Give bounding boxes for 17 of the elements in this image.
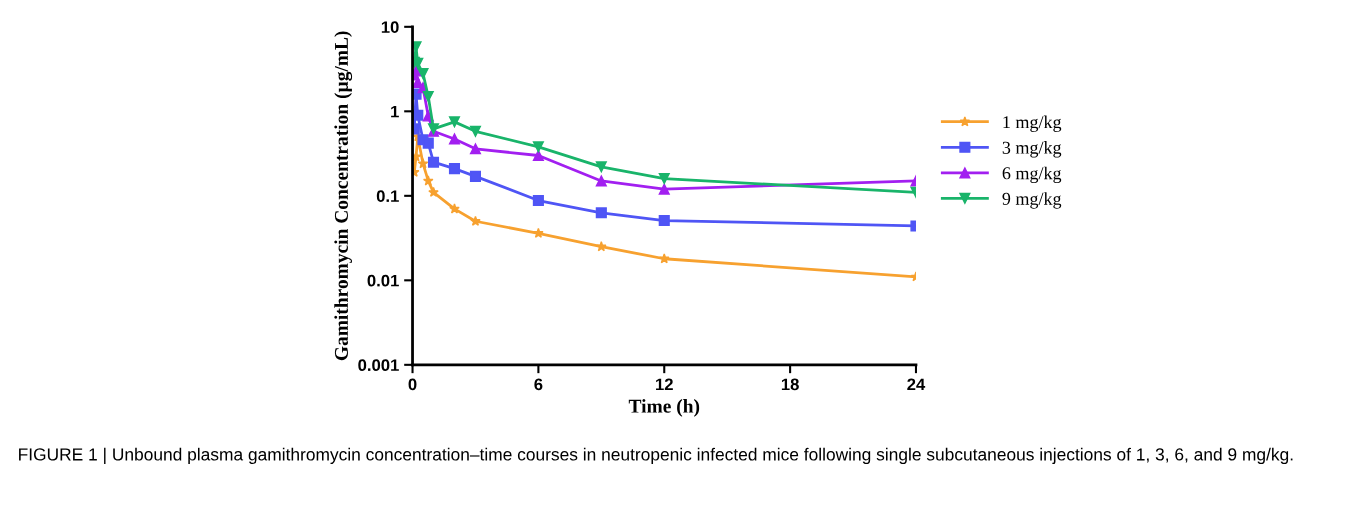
y-tick-label: 0.1 — [376, 190, 399, 203]
x-tick-label: 6 — [534, 378, 543, 391]
legend-label: 9 mg/kg — [1002, 192, 1062, 209]
y-axis-title: Gamithromycin Concentration (µg/mL) — [334, 31, 353, 361]
y-tick-label: 10 — [381, 21, 399, 34]
y-tick-label: 0.01 — [367, 274, 399, 287]
legend-label: 3 mg/kg — [1002, 141, 1062, 158]
y-tick-label: 1 — [391, 105, 399, 118]
legend-label: 6 mg/kg — [1002, 166, 1062, 184]
x-tick-label: 0 — [408, 378, 417, 391]
x-tick-label: 24 — [907, 378, 926, 391]
caption: FIGURE 1 | Unbound plasma gamithromycin concentration–time courses in neutropenic infected mice following single subcutaneous injections of 1, 3, 6, and 9 mg/kg. — [19, 447, 1293, 465]
x-tick-label: 18 — [781, 378, 799, 391]
x-tick-label: 12 — [656, 378, 673, 391]
y-tick-label: 0.001 — [358, 359, 399, 372]
x-axis-title: Time (h) — [628, 399, 700, 417]
legend-label: 1 mg/kg — [1003, 115, 1062, 132]
